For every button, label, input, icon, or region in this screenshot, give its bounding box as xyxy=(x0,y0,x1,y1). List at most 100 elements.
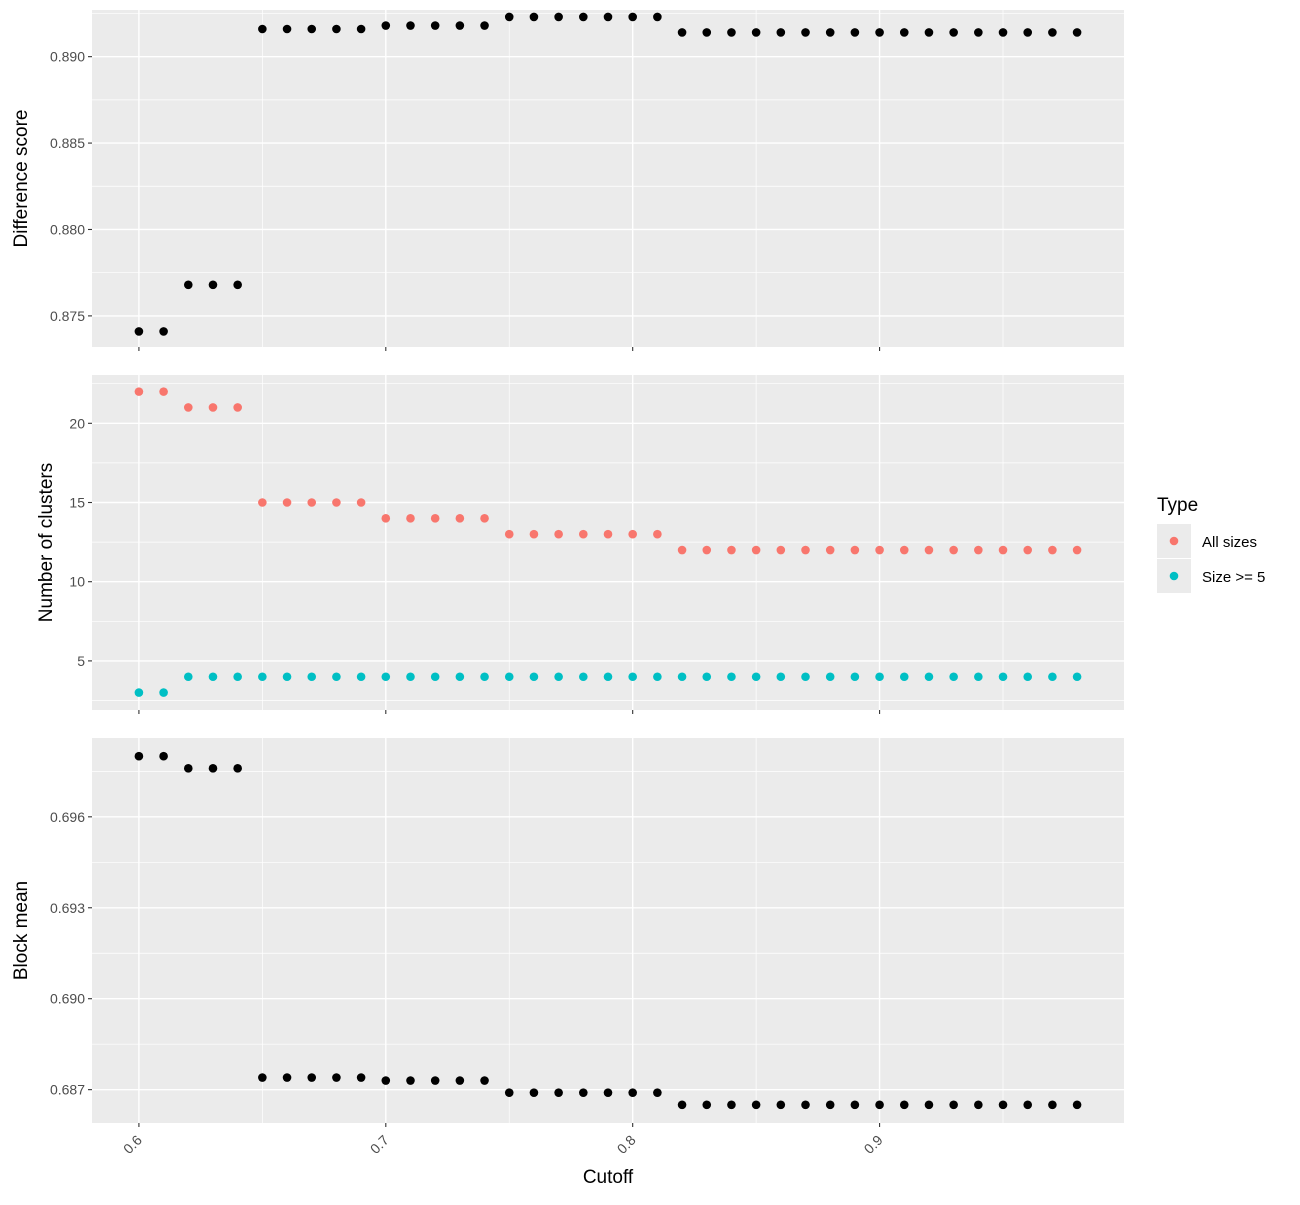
data-point xyxy=(603,529,613,539)
data-point xyxy=(653,672,662,682)
data-point xyxy=(727,672,736,682)
data-point xyxy=(924,672,934,682)
data-point xyxy=(430,514,440,523)
data-point xyxy=(899,28,909,37)
legend-key-dot xyxy=(1169,536,1179,546)
data-point xyxy=(677,28,687,37)
data-point xyxy=(875,1100,884,1110)
data-point xyxy=(825,28,835,37)
data-point xyxy=(159,751,168,761)
y-tick-label: 0.693 xyxy=(50,900,85,916)
data-point xyxy=(924,1100,934,1110)
data-point xyxy=(628,1088,637,1097)
data-point xyxy=(233,280,242,290)
data-point xyxy=(702,1100,712,1110)
data-point xyxy=(208,672,218,682)
data-point xyxy=(875,672,884,682)
data-point xyxy=(282,672,292,682)
data-point xyxy=(974,545,983,555)
data-point xyxy=(1048,545,1057,555)
data-point xyxy=(381,1076,391,1085)
data-point xyxy=(974,1100,983,1110)
data-point xyxy=(183,280,193,290)
data-point xyxy=(875,28,884,37)
data-point xyxy=(801,1100,810,1110)
legend-title: Type xyxy=(1157,495,1198,516)
data-point xyxy=(1023,672,1033,682)
data-point xyxy=(875,545,884,555)
data-point xyxy=(579,529,588,539)
data-point xyxy=(455,672,465,682)
panel-background-2 xyxy=(92,375,1124,710)
data-point xyxy=(628,672,637,682)
data-point xyxy=(455,1076,465,1085)
data-point xyxy=(579,672,588,682)
data-point xyxy=(653,1088,662,1097)
data-point xyxy=(850,672,860,682)
data-point xyxy=(603,672,613,682)
x-tick-label: 0.6 xyxy=(120,1132,145,1157)
data-point xyxy=(529,12,539,22)
x-tick-label: 0.8 xyxy=(614,1132,639,1157)
data-point xyxy=(233,672,242,682)
data-point xyxy=(480,21,489,30)
x-tick-label: 0.9 xyxy=(861,1132,886,1157)
data-point xyxy=(183,403,193,412)
data-point xyxy=(554,672,563,682)
data-point xyxy=(406,672,415,682)
data-point xyxy=(579,1088,588,1097)
data-point xyxy=(504,672,514,682)
data-point xyxy=(159,327,168,336)
data-point xyxy=(529,1088,539,1097)
data-point xyxy=(677,545,687,555)
data-point xyxy=(702,545,712,555)
data-point xyxy=(183,672,193,682)
data-point xyxy=(134,688,144,697)
data-point xyxy=(924,28,934,37)
data-point xyxy=(727,28,736,37)
data-point xyxy=(356,24,366,34)
data-point xyxy=(850,1100,860,1110)
data-point xyxy=(529,672,539,682)
data-point xyxy=(258,498,267,507)
data-point xyxy=(381,514,391,523)
data-point xyxy=(998,545,1008,555)
data-point xyxy=(381,672,391,682)
data-point xyxy=(579,12,588,22)
data-point xyxy=(677,672,687,682)
data-point xyxy=(628,529,637,539)
data-point xyxy=(825,545,835,555)
data-point xyxy=(480,514,489,523)
data-point xyxy=(332,24,341,34)
data-point xyxy=(356,1073,366,1082)
data-point xyxy=(974,28,983,37)
data-point xyxy=(727,545,736,555)
data-point xyxy=(776,28,786,37)
data-point xyxy=(406,514,415,523)
panel-background-3 xyxy=(92,738,1124,1123)
y-tick-label: 15 xyxy=(69,495,85,511)
data-point xyxy=(850,545,860,555)
data-point xyxy=(751,545,761,555)
data-point xyxy=(751,1100,761,1110)
data-point xyxy=(677,1100,687,1110)
data-point xyxy=(258,1073,267,1082)
data-point xyxy=(430,21,440,30)
y-tick-label: 0.890 xyxy=(50,49,85,65)
data-point xyxy=(233,403,242,412)
data-point xyxy=(751,28,761,37)
data-point xyxy=(702,672,712,682)
data-point xyxy=(1072,545,1082,555)
data-point xyxy=(282,24,292,34)
data-point xyxy=(159,688,168,697)
data-point xyxy=(504,529,514,539)
data-point xyxy=(356,498,366,507)
y-axis-title-1: Difference score xyxy=(11,110,32,248)
data-point xyxy=(183,764,193,773)
data-point xyxy=(1072,672,1082,682)
data-point xyxy=(776,545,786,555)
data-point xyxy=(504,12,514,22)
panel-background-1 xyxy=(92,10,1124,347)
data-point xyxy=(1023,28,1033,37)
